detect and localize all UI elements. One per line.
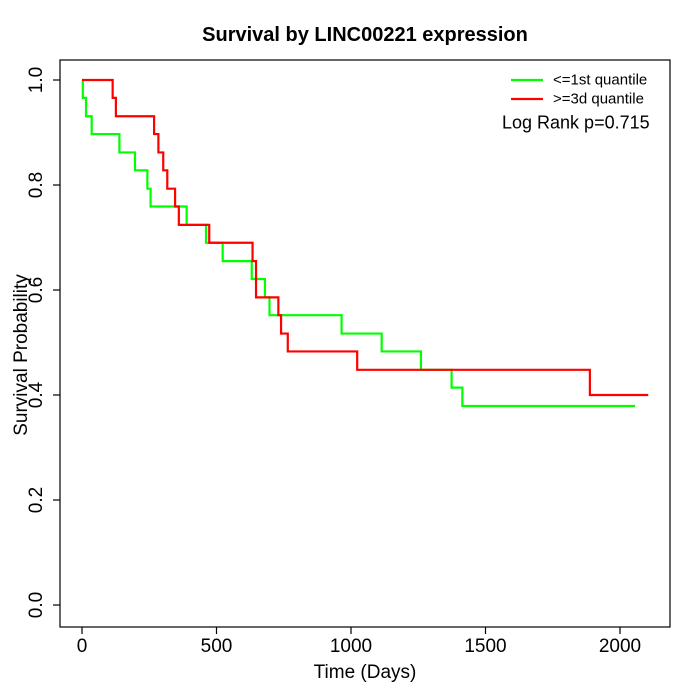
x-tick-label: 1000	[329, 636, 373, 657]
x-tick-label: 1500	[464, 636, 507, 657]
logrank-pvalue-text: Log Rank p=0.715	[502, 112, 650, 133]
x-tick-label: 0	[76, 636, 88, 657]
x-axis-title: Time (Days)	[313, 662, 417, 683]
legend-label-first-quantile: <=1st quantile	[553, 71, 648, 89]
chart-title: Survival by LINC00221 expression	[202, 24, 528, 46]
y-tick-label: 0.0	[26, 591, 47, 619]
x-tick-label: 500	[200, 636, 233, 657]
y-tick-label: 0.8	[26, 171, 47, 199]
plot-box	[59, 59, 671, 628]
y-tick-label: 0.4	[26, 381, 47, 409]
y-tick-label: 0.2	[26, 486, 47, 514]
y-tick-label: 0.6	[26, 276, 47, 304]
y-tick-label: 1.0	[26, 66, 47, 94]
legend-label-third-quantile: >=3d quantile	[553, 90, 644, 108]
km-curve-high-expression	[82, 78, 649, 397]
x-tick-label: 2000	[598, 636, 642, 657]
